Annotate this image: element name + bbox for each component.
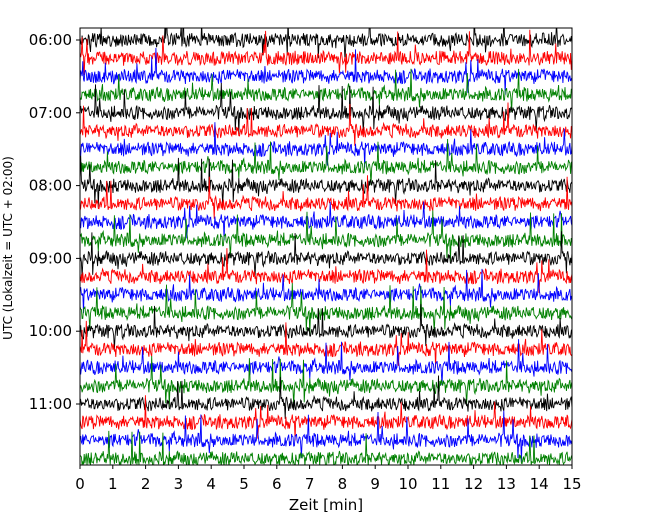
seismic-trace: [80, 175, 572, 219]
x-tick-label: 0: [75, 475, 85, 493]
seismic-trace: [80, 102, 572, 146]
seismic-trace: [80, 47, 572, 95]
seismic-trace: [80, 268, 572, 314]
x-tick-label: 15: [562, 475, 581, 493]
x-tick-label: 13: [497, 475, 516, 493]
y-axis-label: UTC (Lokalzeit = UTC + 02:00): [1, 156, 15, 340]
plot-frame: [79, 27, 573, 466]
seismic-trace: [80, 82, 572, 135]
x-axis: 0 1 2 3 4 5 6 7 8 9 10 11 12 13 14 15: [75, 465, 582, 493]
seismic-trace: [80, 28, 572, 61]
y-tick-label: 11:00: [29, 395, 72, 413]
x-tick-label: 4: [206, 475, 216, 493]
seismic-trace: [80, 210, 572, 262]
y-tick-label: 06:00: [29, 31, 72, 49]
seismic-trace: [80, 138, 572, 185]
x-tick-label: 5: [239, 475, 249, 493]
y-tick-label: 08:00: [29, 177, 72, 195]
seismic-trace: [80, 201, 572, 241]
x-tick-label: 12: [464, 475, 483, 493]
x-tick-label: 9: [370, 475, 380, 493]
seismic-trace: [80, 339, 572, 386]
x-tick-label: 8: [338, 475, 348, 493]
x-tick-label: 1: [108, 475, 118, 493]
seismic-trace: [80, 355, 572, 408]
seismic-trace: [80, 68, 572, 113]
seismic-trace: [80, 395, 572, 441]
seismic-trace: [80, 430, 572, 465]
x-tick-label: 3: [174, 475, 184, 493]
seismic-trace: [80, 122, 572, 168]
x-tick-label: 7: [305, 475, 315, 493]
x-tick-label: 11: [431, 475, 450, 493]
seismic-trace: [80, 231, 572, 278]
y-tick-label: 09:00: [29, 249, 72, 267]
x-tick-label: 2: [141, 475, 151, 493]
x-axis-label: Zeit [min]: [289, 496, 363, 514]
seismic-trace: [80, 375, 572, 419]
seismic-trace: [80, 283, 572, 335]
y-tick-label: 10:00: [29, 322, 72, 340]
y-axis: 06:00 07:00 08:00 09:00 10:00 11:00: [29, 31, 80, 413]
seismic-trace: [80, 248, 572, 294]
seismic-trace: [80, 410, 572, 463]
seismic-trace: [80, 155, 572, 208]
seismic-trace: [80, 29, 572, 76]
x-tick-label: 6: [272, 475, 282, 493]
seismic-traces: [80, 28, 572, 465]
y-tick-label: 07:00: [29, 104, 72, 122]
x-tick-label: 10: [398, 475, 417, 493]
x-tick-label: 14: [530, 475, 549, 493]
seismic-trace: [80, 304, 572, 350]
